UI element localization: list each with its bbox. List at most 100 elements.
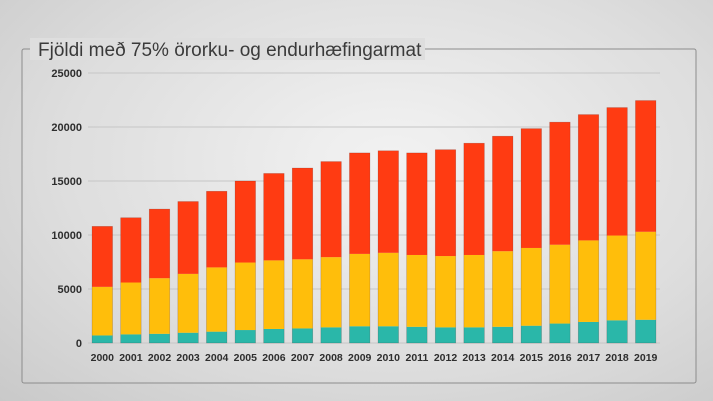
bar-segment-series-2-2015: [521, 247, 542, 326]
bar-outline: [434, 149, 457, 344]
bar-outline: [349, 152, 371, 344]
bar-segment-series-3-2014: [492, 136, 513, 252]
bar-outline: [120, 217, 142, 344]
x-tick-label: 2016: [548, 352, 572, 364]
bar-outline: [492, 135, 514, 344]
bar-segment-series-2-2006: [263, 260, 285, 329]
bar-segment-series-2-2004: [206, 267, 227, 332]
bar-segment-series-1-2018: [606, 320, 628, 343]
bar-segment-series-2-2000: [92, 286, 113, 336]
bar-segment-series-3-2017: [578, 114, 599, 241]
bar-outline: [463, 142, 485, 344]
x-tick-label: 2000: [91, 352, 115, 364]
bar-segment-series-2-2002: [149, 278, 170, 334]
bar-segment-series-2-2014: [492, 251, 513, 327]
bar-segment-series-1-2015: [521, 325, 542, 343]
bar-segment-series-1-2006: [263, 328, 285, 343]
bar-segment-series-1-2019: [635, 319, 656, 343]
bar-segment-series-2-2007: [292, 259, 313, 329]
x-axis: 2000 2001 2002 2003 2004 2005 2006 2007 2008 2009…: [91, 352, 658, 364]
bar-segment-series-1-2010: [378, 326, 399, 343]
x-tick-label: 2015: [520, 352, 544, 364]
y-tick-label: 20000: [51, 122, 82, 134]
bar-outline: [549, 121, 571, 344]
y-tick-label: 0: [76, 338, 82, 350]
x-tick-label: 2002: [148, 352, 172, 364]
x-tick-label: 2006: [262, 352, 286, 364]
bar-segment-series-2-2010: [378, 252, 399, 327]
bar-segment-series-1-2008: [320, 327, 342, 343]
x-tick-label: 2009: [348, 352, 372, 364]
bar-segment-series-1-2002: [149, 333, 170, 343]
x-tick-label: 2019: [634, 352, 658, 364]
y-axis: 0 5000 10000 15000 20000 25000: [51, 68, 82, 350]
bar-segment-series-2-2013: [463, 254, 485, 328]
bar-outline: [177, 201, 199, 344]
bar-outline: [635, 100, 657, 344]
x-tick-label: 2008: [319, 352, 343, 364]
bar-segment-series-2-2005: [235, 262, 256, 331]
bar-segment-series-3-2010: [378, 150, 399, 253]
bar-outline: [206, 190, 228, 344]
x-tick-label: 2014: [491, 352, 515, 364]
bar-segment-series-3-2006: [263, 173, 285, 261]
bar-outline: [234, 180, 256, 344]
bar-segment-series-2-2011: [406, 254, 428, 327]
bar-segment-series-3-2001: [120, 217, 142, 283]
bar-segment-series-1-2003: [177, 332, 199, 343]
bar-segment-series-1-2001: [120, 334, 142, 343]
bar-segment-series-3-2011: [406, 152, 428, 255]
bar-segment-series-2-2018: [606, 235, 628, 321]
bar-segment-series-3-2008: [320, 161, 342, 258]
bar-outline: [291, 167, 314, 344]
x-tick-label: 2011: [406, 352, 429, 364]
bar-segment-series-3-2015: [521, 128, 542, 248]
bar-outline: [91, 226, 113, 344]
x-tick-label: 2007: [291, 352, 315, 364]
y-tick-label: 10000: [51, 230, 82, 242]
bars: [91, 100, 657, 344]
bar-segment-series-1-2014: [492, 326, 513, 343]
bar-segment-series-3-2016: [549, 122, 571, 245]
x-tick-label: 2003: [176, 352, 200, 364]
y-tick-label: 5000: [58, 284, 82, 296]
bar-segment-series-2-2009: [349, 253, 370, 327]
bar-segment-series-3-2000: [92, 226, 113, 287]
bar-segment-series-2-2019: [635, 231, 656, 320]
y-tick-label: 15000: [51, 176, 82, 188]
bar-segment-series-1-2009: [349, 326, 370, 343]
x-tick-label: 2001: [119, 352, 143, 364]
bar-segment-series-1-2012: [435, 327, 456, 343]
bar-outline: [263, 173, 285, 344]
x-tick-label: 2017: [577, 352, 601, 364]
bar-segment-series-1-2005: [235, 330, 256, 343]
bar-segment-series-1-2007: [292, 328, 313, 343]
bar-segment-series-1-2004: [206, 331, 227, 343]
bar-segment-series-2-2016: [549, 244, 571, 324]
chart-title: Fjöldi með 75% örorku- og endurhæfingarm…: [38, 40, 422, 61]
x-tick-label: 2018: [605, 352, 629, 364]
bar-segment-series-3-2005: [235, 181, 256, 263]
bar-segment-series-2-2003: [177, 273, 199, 333]
bar-segment-series-3-2007: [292, 168, 313, 260]
bar-outline: [520, 128, 542, 344]
bar-segment-series-2-2017: [578, 240, 599, 322]
bar-segment-series-3-2003: [177, 201, 199, 274]
bar-outline: [406, 152, 428, 344]
bar-segment-series-3-2019: [635, 100, 656, 232]
bar-outline: [320, 161, 342, 344]
bar-segment-series-2-2012: [435, 256, 456, 328]
y-tick-label: 25000: [51, 68, 82, 80]
bar-segment-series-1-2017: [578, 321, 599, 343]
x-tick-label: 2012: [434, 352, 458, 364]
bar-segment-series-3-2002: [149, 209, 170, 279]
bar-outline: [606, 107, 628, 344]
bar-segment-series-3-2012: [435, 149, 456, 257]
title-backdrop: [30, 38, 425, 60]
bar-segment-series-2-2008: [320, 257, 342, 328]
bar-segment-series-2-2001: [120, 282, 142, 335]
x-tick-label: 2010: [377, 352, 401, 364]
bar-segment-series-1-2000: [92, 335, 113, 343]
bar-outline: [148, 208, 171, 344]
